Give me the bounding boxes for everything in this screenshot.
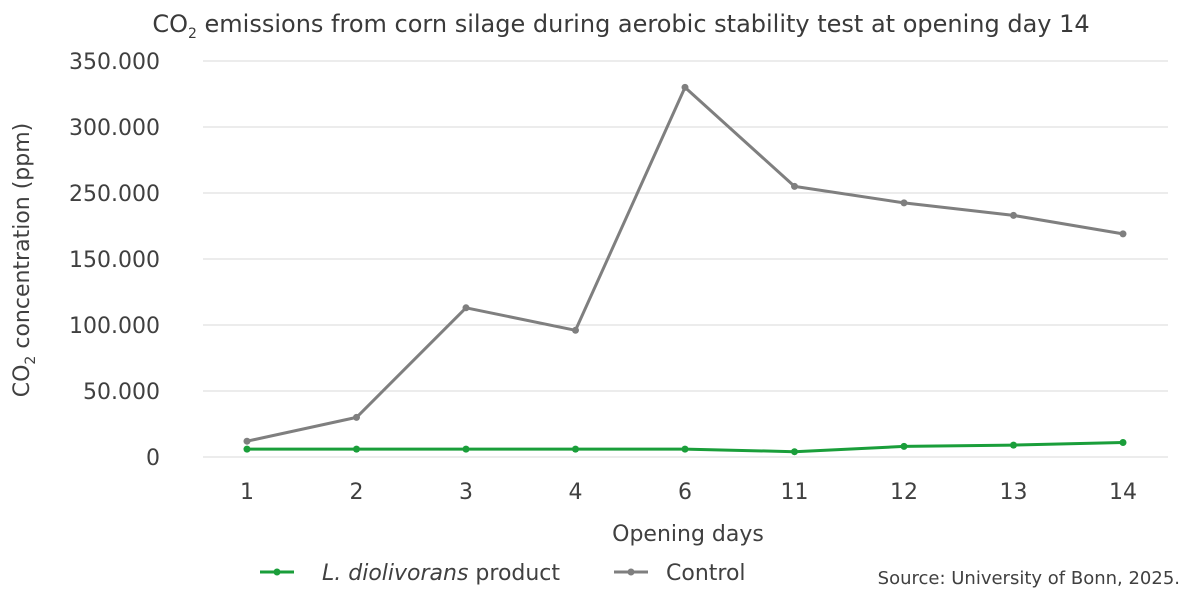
legend-marker-control: [627, 568, 635, 576]
legend-label-rest: product: [468, 561, 560, 586]
data-point-control: [681, 83, 689, 91]
data-point-l-diolivorans: [1119, 439, 1127, 446]
y-tick-label: 300.000: [69, 116, 160, 141]
series-lines: [243, 83, 1127, 456]
data-point-l-diolivorans: [791, 448, 798, 456]
legend-label-italic: L. diolivorans: [322, 561, 468, 586]
y-tick-labels: 0 50.000 100.000 150.000 250.000 300.000 350.0…: [69, 50, 160, 471]
chart-title: CO2 emissions from corn silage during ae…: [152, 10, 1089, 42]
x-tick-label: 6: [678, 480, 692, 505]
y-axis-title-rest: concentration (ppm): [10, 123, 35, 356]
data-point-l-diolivorans: [243, 445, 251, 453]
y-tick-label: 150.000: [69, 248, 160, 273]
data-point-l-diolivorans: [353, 445, 360, 453]
x-tick-label: 11: [781, 480, 809, 505]
x-tick-labels: 1 2 3 4 6 11 12 13 14: [240, 480, 1137, 505]
data-point-control: [1119, 230, 1127, 238]
data-point-l-diolivorans: [681, 445, 689, 453]
data-point-control: [243, 437, 251, 445]
source-note: Source: University of Bonn, 2025.: [878, 568, 1180, 589]
chart-title-prefix: CO: [152, 10, 188, 38]
y-axis-title: CO2 concentration (ppm): [10, 123, 39, 398]
data-point-control: [791, 182, 798, 190]
data-point-control: [462, 304, 470, 312]
data-point-l-diolivorans: [1010, 441, 1017, 449]
legend-marker-l-diolivorans: [273, 568, 281, 576]
chart-title-subscript: 2: [188, 26, 197, 42]
y-tick-label: 350.000: [69, 50, 160, 75]
legend-label-l-diolivorans: L. diolivorans product: [322, 561, 560, 586]
x-tick-label: 2: [350, 480, 364, 505]
y-tick-label: 0: [146, 446, 160, 471]
legend-item-control: Control: [614, 561, 746, 586]
x-axis-title: Opening days: [612, 522, 764, 547]
data-point-control: [1010, 211, 1017, 219]
chart-title-rest: emissions from corn silage during aerobi…: [197, 10, 1090, 38]
x-tick-label: 14: [1109, 480, 1137, 505]
y-tick-label: 50.000: [83, 380, 160, 405]
data-point-l-diolivorans: [900, 442, 908, 450]
data-point-l-diolivorans: [572, 445, 579, 453]
series-line-control: [246, 85, 1124, 443]
legend: L. diolivorans product Control: [260, 561, 746, 586]
data-point-l-diolivorans: [462, 445, 470, 453]
data-point-control: [353, 413, 360, 421]
x-tick-label: 12: [890, 480, 918, 505]
x-tick-label: 3: [459, 480, 473, 505]
data-point-control: [900, 199, 908, 207]
y-axis-title-subscript: 2: [23, 356, 39, 365]
data-point-control: [572, 326, 579, 334]
gridlines: [203, 60, 1168, 458]
y-axis-title-prefix: CO: [10, 365, 35, 398]
y-tick-label: 250.000: [69, 182, 160, 207]
x-tick-label: 1: [240, 480, 254, 505]
y-tick-label: 100.000: [69, 314, 160, 339]
x-tick-label: 13: [1000, 480, 1028, 505]
x-tick-label: 4: [569, 480, 583, 505]
legend-label-control: Control: [666, 561, 746, 586]
legend-item-l-diolivorans: L. diolivorans product: [260, 561, 560, 586]
